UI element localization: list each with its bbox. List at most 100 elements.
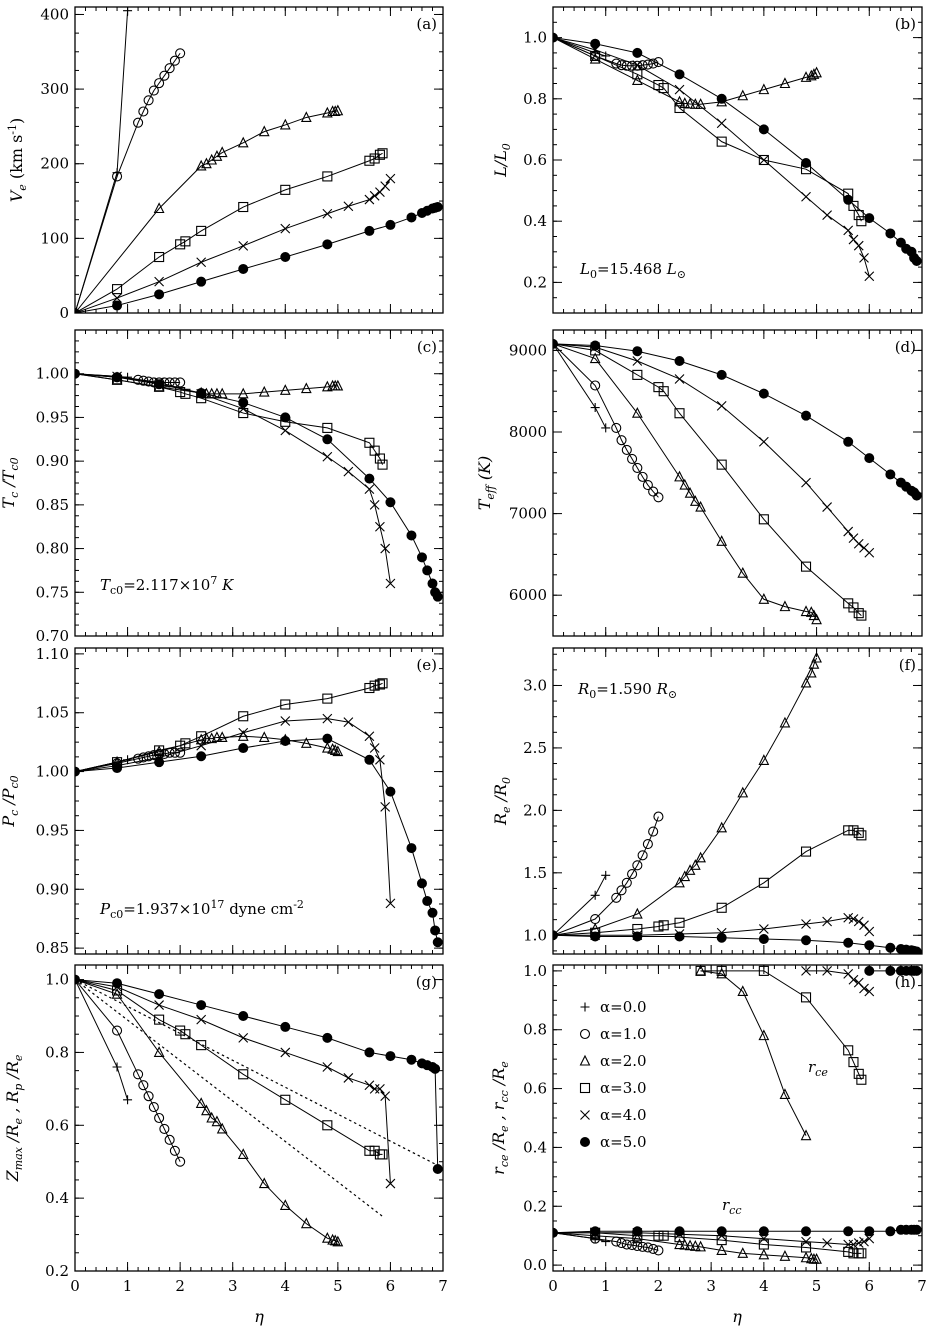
data-point-cross xyxy=(280,425,291,436)
y-tick-label: 8000 xyxy=(509,423,547,441)
data-point-triangle xyxy=(737,985,749,997)
data-point-circle xyxy=(169,55,180,66)
x-axis-label-g: η xyxy=(254,1307,264,1326)
data-point-cross xyxy=(848,974,859,985)
x-tick-label: 2 xyxy=(175,1277,185,1295)
data-point-circle xyxy=(621,877,632,888)
data-point-square xyxy=(716,965,727,976)
plot-frame-d xyxy=(552,329,923,637)
y-axis-label-d: Teff (K) xyxy=(475,456,497,511)
data-point-filled-circle xyxy=(758,388,769,399)
data-point-plus xyxy=(601,423,611,433)
data-point-square xyxy=(758,154,769,166)
data-point-triangle xyxy=(201,157,212,169)
data-point-circle xyxy=(637,1241,648,1252)
data-point-filled-circle xyxy=(238,263,249,274)
series-line-triangle xyxy=(700,970,807,1136)
legend-marker-cross xyxy=(580,1110,590,1120)
data-point-square xyxy=(856,610,867,621)
data-point-triangle xyxy=(758,1029,770,1041)
y-tick-label: 0.8 xyxy=(45,1043,69,1061)
data-point-filled-circle xyxy=(238,397,249,408)
data-point-cross xyxy=(322,208,333,219)
data-point-circle xyxy=(143,751,154,762)
series-line-filled-circle xyxy=(553,343,918,496)
data-point-circle xyxy=(611,422,622,433)
data-point-filled-circle xyxy=(322,733,333,744)
data-point-triangle xyxy=(684,486,696,498)
data-point-triangle xyxy=(808,68,820,79)
data-point-triangle xyxy=(153,202,165,214)
data-point-circle xyxy=(159,1123,170,1134)
data-point-square xyxy=(716,902,727,913)
data-point-filled-circle xyxy=(432,1164,443,1174)
data-point-square xyxy=(364,437,375,448)
data-point-filled-circle xyxy=(843,194,854,205)
data-point-filled-circle xyxy=(911,946,922,954)
data-point-cross xyxy=(380,543,391,554)
y-tick-label: 1.5 xyxy=(523,864,547,882)
data-point-circle xyxy=(112,171,123,182)
data-point-circle xyxy=(138,1080,149,1091)
data-point-square xyxy=(848,1057,859,1068)
data-point-filled-circle xyxy=(280,735,291,746)
legend-label: α=4.0 xyxy=(600,1106,647,1124)
data-point-circle xyxy=(112,1025,123,1036)
data-point-circle xyxy=(621,1239,632,1250)
data-point-filled-circle xyxy=(364,1047,375,1058)
data-point-cross xyxy=(196,257,207,268)
data-point-triangle xyxy=(800,676,812,688)
data-point-triangle xyxy=(589,352,601,364)
y-tick-label: 7000 xyxy=(509,505,547,523)
data-point-triangle xyxy=(201,1104,212,1116)
data-point-cross xyxy=(385,173,396,184)
data-point-filled-circle xyxy=(422,565,433,576)
panel-g: (g) Zmax /Re , Rp /Re η xyxy=(3,964,444,1326)
data-point-triangle xyxy=(811,1253,822,1264)
data-point-square xyxy=(154,745,165,756)
data-point-cross xyxy=(238,727,249,738)
data-point-filled-circle xyxy=(75,368,80,379)
data-point-cross xyxy=(801,965,811,976)
legend-marker-triangle xyxy=(579,1054,591,1066)
data-point-cross xyxy=(385,898,396,909)
data-point-triangle xyxy=(216,731,228,742)
data-point-triangle xyxy=(321,1231,333,1243)
data-point-triangle xyxy=(779,600,791,612)
x-tick-label: 4 xyxy=(759,1277,769,1295)
data-point-filled-circle xyxy=(196,751,207,762)
data-point-circle xyxy=(616,435,627,446)
data-point-filled-circle xyxy=(716,1226,727,1237)
data-point-square xyxy=(364,682,375,694)
data-point-circle xyxy=(627,869,638,880)
data-point-filled-circle xyxy=(416,878,427,889)
data-point-square xyxy=(800,561,812,572)
data-point-circle xyxy=(143,1091,154,1102)
series-group-d xyxy=(553,338,922,625)
data-point-cross xyxy=(801,919,811,929)
plot-area-h: 0 1 2 3 4 5 6 7 0.0 0.2 0.4 0.6 0.8 1.0 xyxy=(523,962,927,1295)
data-point-triangle xyxy=(684,1239,696,1251)
series-group-h xyxy=(553,965,922,1264)
data-point-filled-circle xyxy=(322,239,333,250)
data-point-triangle xyxy=(258,125,270,137)
data-point-filled-circle xyxy=(385,497,396,508)
data-point-circle xyxy=(154,78,165,89)
series-group-f xyxy=(553,651,922,954)
data-point-square xyxy=(196,1040,207,1051)
data-point-circle xyxy=(653,492,664,503)
data-point-plus xyxy=(601,870,611,880)
series-line-square xyxy=(75,682,383,773)
x-axis-label-h: η xyxy=(732,1307,742,1326)
data-point-cross xyxy=(716,400,727,411)
data-point-square xyxy=(658,83,669,94)
data-point-square xyxy=(658,920,669,931)
annotation-f: R0=1.590 R⊙ xyxy=(577,680,677,701)
y-tick-label: 3.0 xyxy=(523,676,547,694)
data-point-square xyxy=(238,711,249,722)
data-point-square xyxy=(238,201,249,213)
data-point-cross xyxy=(375,521,385,532)
legend: α=0.0 α=1.0 α=2.0 α=3.0 α=4.0 α=5.0 xyxy=(579,998,647,1151)
data-point-filled-circle xyxy=(553,338,558,349)
data-point-triangle xyxy=(321,741,333,753)
